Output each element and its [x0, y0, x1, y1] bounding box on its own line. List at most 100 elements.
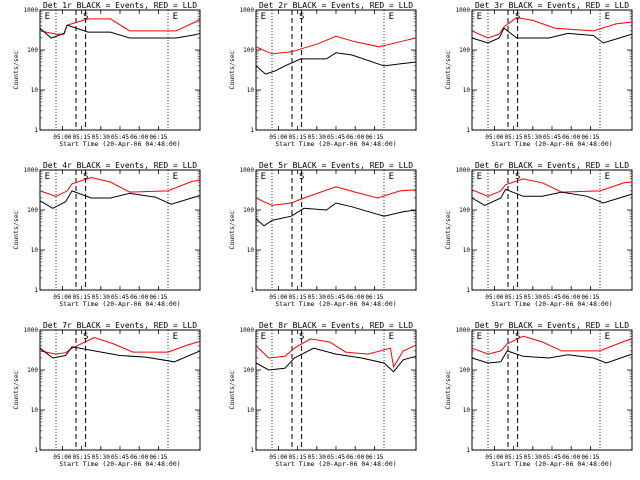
x-tick-label: 05:00: [485, 134, 503, 141]
event-marker-label: E: [605, 332, 610, 342]
y-tick-label: 1000: [240, 327, 255, 334]
x-tick-label: 05:15: [73, 294, 91, 301]
x-axis-label: Start Time (20-Apr-06 04:48:00): [491, 140, 612, 148]
y-tick-label: 1: [250, 127, 254, 134]
x-axis-label: Start Time (20-Apr-06 04:48:00): [275, 140, 396, 148]
events-rate-line: [471, 188, 633, 206]
x-tick-label: 06:00: [346, 454, 364, 461]
events-rate-line: [471, 27, 633, 44]
y-tick-label: 1000: [24, 167, 39, 174]
detector-panel-5: Det 5r BLACK = Events, RED = LLD 1 10 100 10…: [228, 161, 417, 308]
y-axis-label: Counts/sec: [444, 210, 452, 249]
x-tick-label: 06:00: [130, 294, 148, 301]
y-tick-label: 10: [247, 247, 255, 254]
event-marker-label: E: [477, 12, 482, 22]
y-tick-label: 1: [34, 447, 38, 454]
panel-title: Det 4r BLACK = Events, RED = LLD: [43, 161, 197, 170]
x-tick-label: 05:15: [505, 294, 523, 301]
events-rate-line: [255, 347, 417, 373]
lld-rate-line: [471, 178, 633, 197]
event-marker-label: E: [389, 12, 394, 22]
y-tick-label: 100: [27, 367, 38, 374]
lld-rate-line: [255, 338, 417, 369]
events-rate-line: [39, 24, 201, 39]
x-tick-label: 06:00: [562, 294, 580, 301]
x-axis-label: Start Time (20-Apr-06 04:48:00): [275, 300, 396, 308]
y-tick-label: 100: [459, 367, 470, 374]
panel-title: Det 2r BLACK = Events, RED = LLD: [259, 1, 413, 10]
detector-panel-4: Det 4r BLACK = Events, RED = LLD 1 10 100 10…: [12, 161, 201, 308]
events-rate-line: [255, 202, 417, 227]
x-tick-label: 06:15: [149, 454, 167, 461]
x-axis-label: Start Time (20-Apr-06 04:48:00): [59, 460, 180, 468]
x-tick-label: 06:00: [130, 454, 148, 461]
x-tick-label: 05:00: [269, 294, 287, 301]
x-axis-label: Start Time (20-Apr-06 04:48:00): [59, 140, 180, 148]
event-marker-label: S: [299, 12, 304, 22]
plot-frame: [255, 329, 417, 451]
x-tick-label: 05:15: [289, 294, 307, 301]
y-tick-label: 10: [31, 247, 39, 254]
y-tick-label: 10: [463, 247, 471, 254]
x-axis-label: Start Time (20-Apr-06 04:48:00): [491, 460, 612, 468]
event-marker-label: S: [515, 332, 520, 342]
detector-panel-8: Det 8r BLACK = Events, RED = LLD 1 10 100 10…: [228, 321, 417, 468]
y-tick-label: 1000: [240, 167, 255, 174]
x-tick-label: 06:15: [581, 134, 599, 141]
x-tick-label: 05:30: [92, 134, 110, 141]
event-marker-label: E: [173, 12, 178, 22]
y-tick-label: 100: [243, 367, 254, 374]
event-marker-label: S: [83, 12, 88, 22]
x-tick-label: 05:00: [53, 454, 71, 461]
event-marker-label: E: [477, 332, 482, 342]
event-marker-label: S: [299, 332, 304, 342]
y-tick-label: 1000: [24, 327, 39, 334]
detector-panel-7: Det 7r BLACK = Events, RED = LLD 1 10 100 10…: [12, 321, 201, 468]
x-tick-label: 05:45: [111, 134, 129, 141]
y-axis-label: Counts/sec: [444, 370, 452, 409]
lld-rate-line: [39, 176, 201, 197]
event-marker-label: S: [83, 332, 88, 342]
x-tick-label: 06:00: [562, 134, 580, 141]
y-axis-label: Counts/sec: [228, 370, 236, 409]
x-tick-label: 05:45: [111, 454, 129, 461]
panel-title: Det 9r BLACK = Events, RED = LLD: [475, 321, 629, 330]
y-tick-label: 100: [459, 207, 470, 214]
plot-frame: [39, 329, 201, 451]
x-tick-label: 05:00: [53, 134, 71, 141]
x-axis-label: Start Time (20-Apr-06 04:48:00): [491, 300, 612, 308]
plot-frame: [255, 169, 417, 291]
y-axis-label: Counts/sec: [12, 210, 20, 249]
x-tick-label: 05:45: [543, 294, 561, 301]
x-tick-label: 05:15: [73, 454, 91, 461]
x-tick-label: 05:45: [543, 454, 561, 461]
event-marker-label: E: [261, 172, 266, 182]
event-marker-label: E: [605, 12, 610, 22]
x-tick-label: 06:15: [581, 294, 599, 301]
lld-rate-line: [255, 186, 417, 206]
x-tick-label: 05:45: [327, 454, 345, 461]
y-axis-label: Counts/sec: [444, 50, 452, 89]
y-axis-label: Counts/sec: [228, 210, 236, 249]
event-marker-label: E: [173, 332, 178, 342]
x-tick-label: 05:00: [53, 294, 71, 301]
lld-rate-line: [39, 18, 201, 35]
x-tick-label: 05:45: [543, 134, 561, 141]
y-tick-label: 100: [459, 47, 470, 54]
y-axis-label: Counts/sec: [12, 50, 20, 89]
event-marker-label: E: [261, 12, 266, 22]
y-tick-label: 1: [466, 447, 470, 454]
y-tick-label: 100: [243, 207, 254, 214]
lld-rate-line: [255, 35, 417, 55]
event-marker-label: S: [515, 172, 520, 182]
x-tick-label: 05:15: [289, 454, 307, 461]
y-tick-label: 100: [27, 207, 38, 214]
x-tick-label: 05:30: [308, 294, 326, 301]
x-tick-label: 06:15: [365, 294, 383, 301]
x-tick-label: 05:15: [289, 134, 307, 141]
x-tick-label: 05:30: [92, 294, 110, 301]
panel-title: Det 5r BLACK = Events, RED = LLD: [259, 161, 413, 170]
event-marker-label: E: [477, 172, 482, 182]
panel-title: Det 8r BLACK = Events, RED = LLD: [259, 321, 413, 330]
x-tick-label: 06:15: [149, 294, 167, 301]
